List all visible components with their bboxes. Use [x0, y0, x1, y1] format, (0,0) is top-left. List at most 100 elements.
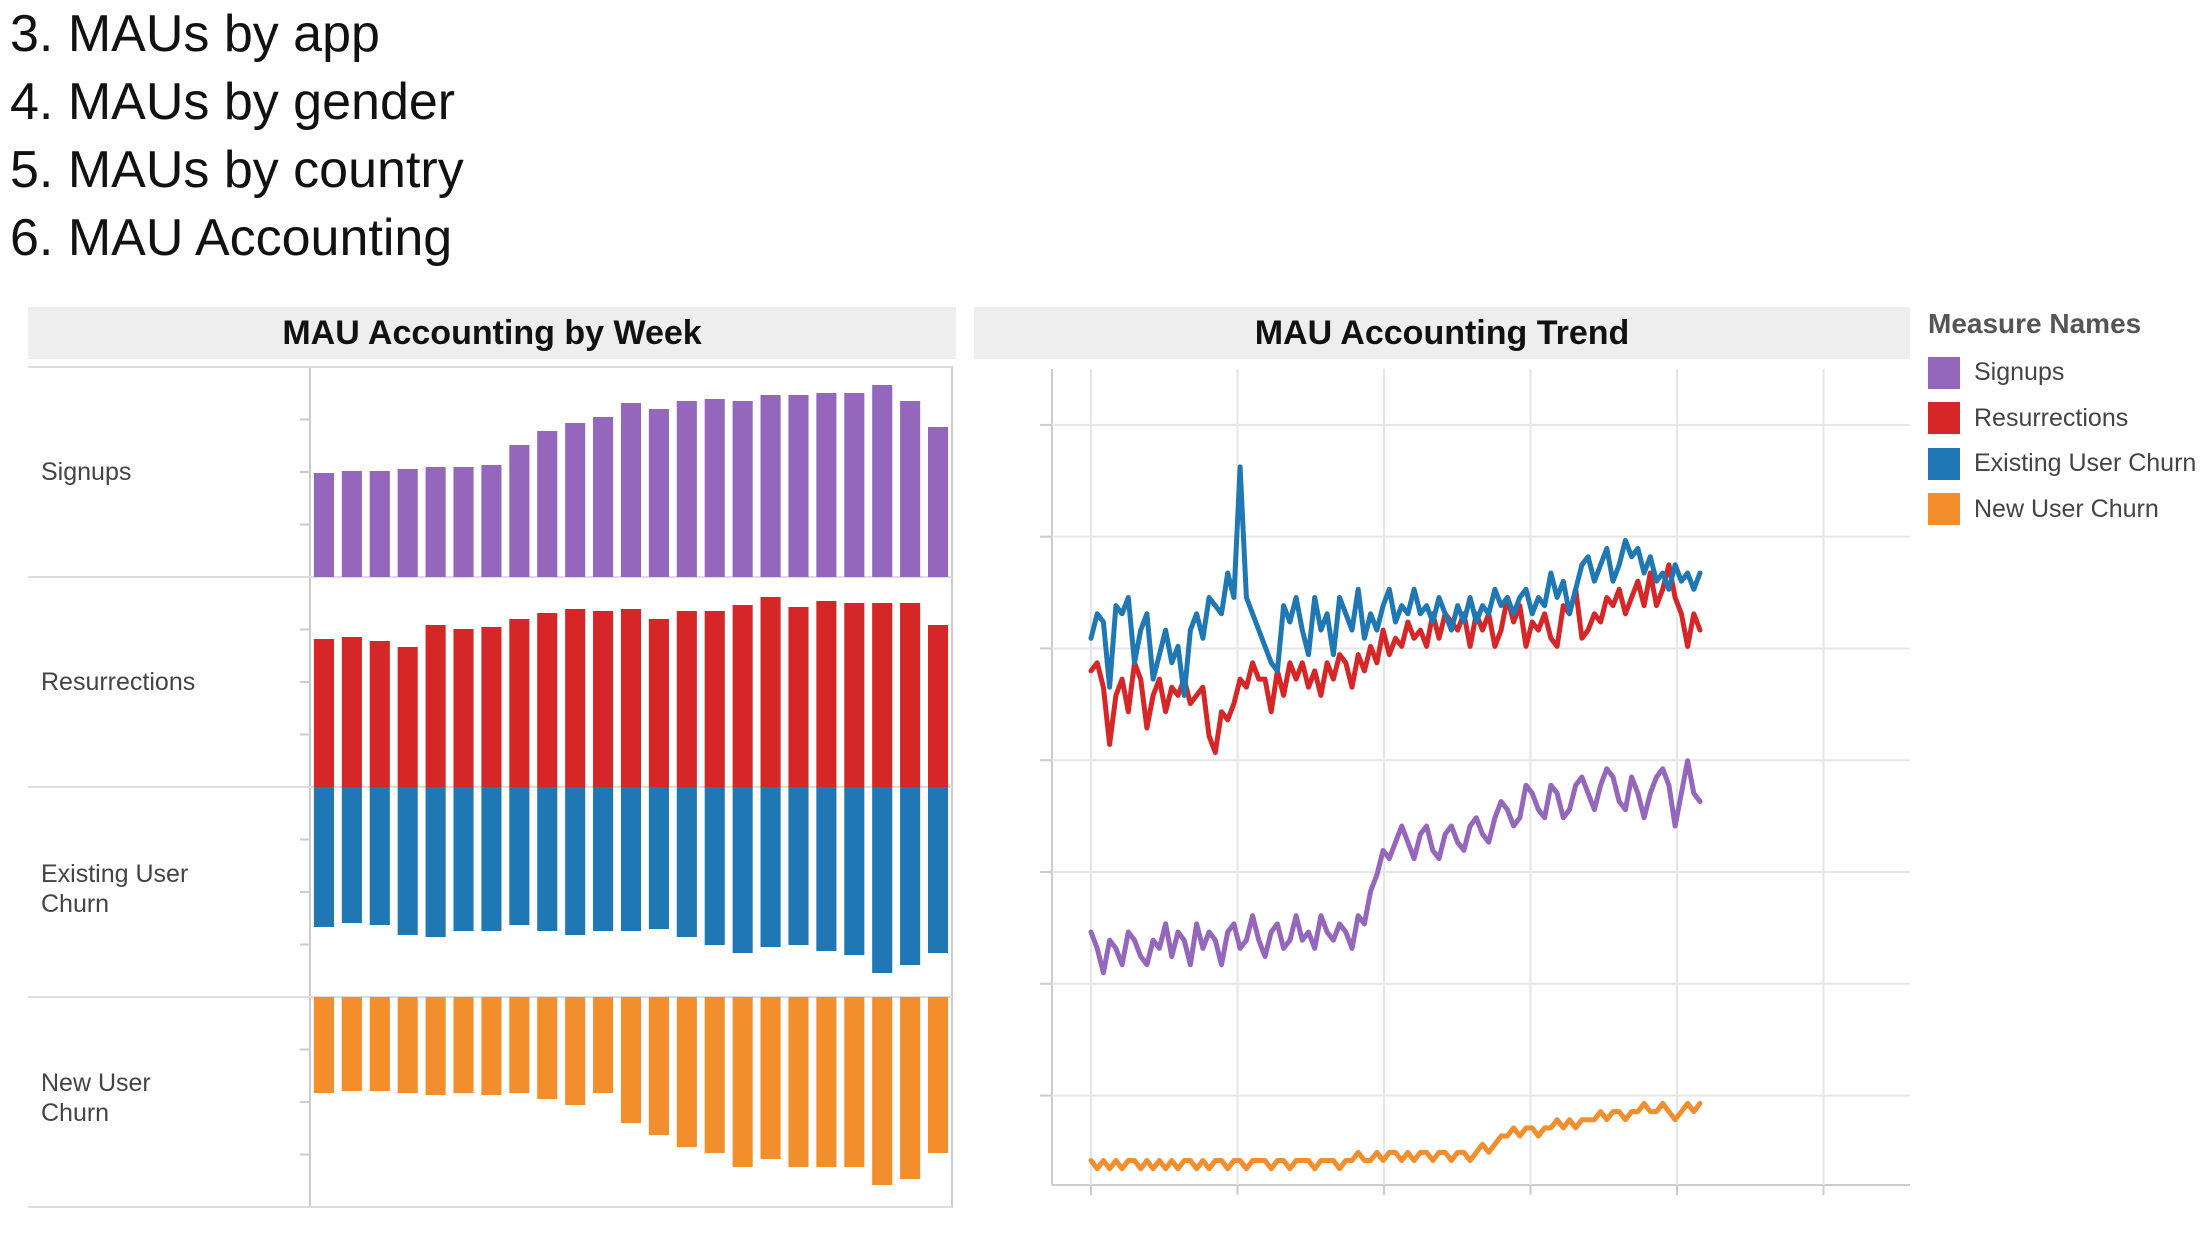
bar-existing-user-churn: [927, 787, 949, 953]
bar-signups: [593, 417, 614, 577]
legend-swatch: [1928, 493, 1960, 526]
bar-new-user-churn: [397, 997, 418, 1093]
bar-existing-user-churn: [537, 787, 558, 931]
bar-signups: [760, 395, 781, 577]
bar-resurrections: [537, 613, 558, 787]
bar-existing-user-churn: [453, 787, 474, 931]
bar-existing-user-churn: [425, 787, 446, 937]
bar-resurrections: [425, 625, 446, 787]
bar-existing-user-churn: [313, 787, 335, 927]
bar-new-user-churn: [704, 997, 725, 1153]
bar-existing-user-churn: [816, 787, 837, 951]
bar-signups: [648, 409, 669, 577]
bar-signups: [509, 445, 530, 577]
bar-new-user-churn: [593, 997, 614, 1093]
bar-signups: [537, 431, 558, 577]
bar-resurrections: [648, 619, 669, 787]
legend-label: Signups: [1974, 358, 2065, 387]
line-series-signups: [1088, 758, 1703, 976]
bar-resurrections: [593, 611, 614, 787]
legend-item-signups[interactable]: Signups: [1928, 350, 2198, 396]
line-series-new-user-churn: [1088, 1100, 1703, 1172]
row-label-new-user-churn: New User Churn: [41, 1069, 151, 1127]
bar-new-user-churn: [927, 997, 949, 1153]
bar-new-user-churn: [509, 997, 530, 1093]
bar-resurrections: [704, 611, 725, 787]
outline-item-6: 6. MAU Accounting: [10, 209, 453, 267]
legend-item-new-user-churn[interactable]: New User Churn: [1928, 487, 2198, 533]
bar-new-user-churn: [565, 997, 586, 1105]
bar-resurrections: [481, 627, 502, 787]
bar-signups: [481, 465, 502, 577]
legend-label: New User Churn: [1974, 494, 2159, 523]
bar-signups: [704, 399, 725, 577]
bar-signups: [872, 385, 893, 577]
legend-swatch: [1928, 402, 1960, 435]
bar-existing-user-churn: [760, 787, 781, 947]
row-label-existing-user-churn: Existing User Churn: [41, 860, 189, 918]
outline-item-4: 4. MAUs by gender: [10, 73, 456, 131]
bar-existing-user-churn: [397, 787, 418, 935]
bar-new-user-churn: [816, 997, 837, 1167]
legend-label: Existing User Churn: [1974, 449, 2197, 478]
bar-existing-user-churn: [732, 787, 753, 953]
bar-resurrections: [844, 603, 865, 787]
bar-signups: [676, 401, 697, 577]
legend-label: Resurrections: [1974, 403, 2129, 432]
bar-chart-title: MAU Accounting by Week: [28, 307, 956, 359]
bar-resurrections: [397, 647, 418, 787]
bar-existing-user-churn: [620, 787, 642, 931]
line-series-existing-user-churn: [1088, 464, 1703, 698]
bar-signups: [620, 403, 642, 577]
row-label-signups: Signups: [41, 458, 132, 486]
bar-resurrections: [927, 625, 949, 787]
bar-existing-user-churn: [900, 787, 921, 965]
bar-signups: [369, 471, 390, 577]
bar-resurrections: [620, 609, 642, 787]
bar-signups: [900, 401, 921, 577]
line-chart-plot: [1040, 369, 1910, 1195]
legend-swatch: [1928, 447, 1960, 480]
line-series-resurrections: [1088, 562, 1703, 755]
outline-item-3: 3. MAUs by app: [10, 5, 380, 63]
bar-chart-plot: [28, 366, 953, 1208]
bar-chart-panel: MAU Accounting by Week Signups Resurrect…: [28, 307, 956, 1208]
bar-signups: [313, 473, 335, 577]
bar-signups: [397, 469, 418, 577]
bar-resurrections: [313, 639, 335, 787]
bar-resurrections: [760, 597, 781, 787]
bar-signups: [788, 395, 809, 577]
bar-existing-user-churn: [341, 787, 362, 923]
bar-new-user-churn: [676, 997, 697, 1147]
legend-item-existing-user-churn[interactable]: Existing User Churn: [1928, 441, 2198, 487]
bar-new-user-churn: [648, 997, 669, 1135]
outline-item-5: 5. MAUs by country: [10, 141, 464, 199]
bar-signups: [844, 393, 865, 577]
bar-resurrections: [565, 609, 586, 787]
bar-resurrections: [900, 603, 921, 787]
bar-new-user-churn: [369, 997, 390, 1091]
line-chart-title: MAU Accounting Trend: [974, 307, 1910, 359]
bar-resurrections: [732, 605, 753, 787]
bar-new-user-churn: [341, 997, 362, 1091]
legend: Measure Names Signups Resurrections Exis…: [1928, 308, 2198, 532]
bar-existing-user-churn: [704, 787, 725, 945]
bar-existing-user-churn: [369, 787, 390, 925]
line-chart-panel: MAU Accounting Trend: [974, 307, 1910, 1207]
bar-existing-user-churn: [788, 787, 809, 945]
outline-list: 3. MAUs by app 4. MAUs by gender 5. MAUs…: [10, 0, 464, 272]
bar-existing-user-churn: [565, 787, 586, 935]
bar-resurrections: [872, 603, 893, 787]
bar-existing-user-churn: [481, 787, 502, 931]
legend-swatch: [1928, 356, 1960, 389]
bar-new-user-churn: [788, 997, 809, 1167]
bar-new-user-churn: [313, 997, 335, 1093]
bar-existing-user-churn: [844, 787, 865, 955]
bar-resurrections: [509, 619, 530, 787]
bar-new-user-churn: [481, 997, 502, 1095]
bar-resurrections: [369, 641, 390, 787]
bar-signups: [425, 467, 446, 577]
legend-item-resurrections[interactable]: Resurrections: [1928, 396, 2198, 442]
bar-existing-user-churn: [648, 787, 669, 929]
bar-signups: [565, 423, 586, 577]
